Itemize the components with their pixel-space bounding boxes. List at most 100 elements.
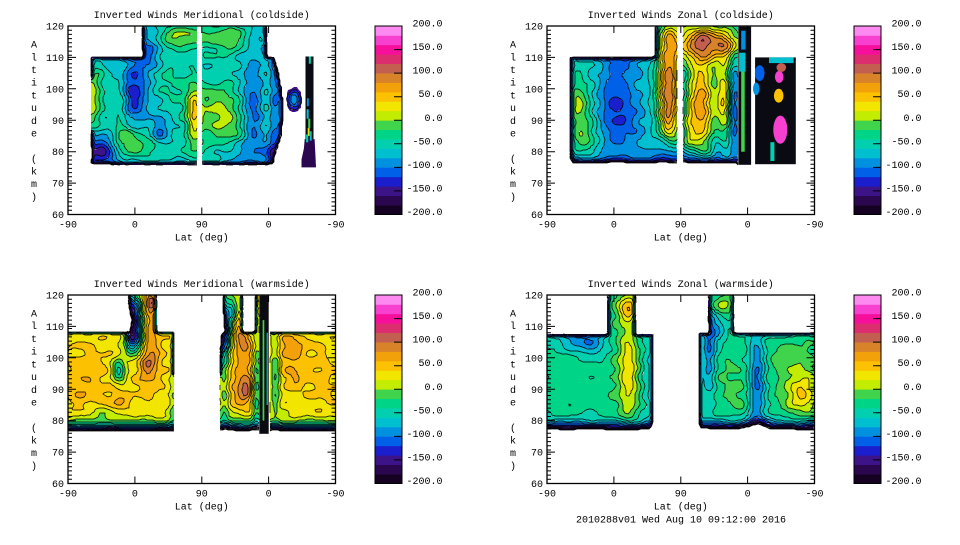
svg-text:90: 90: [675, 221, 687, 232]
svg-text:Lat (deg): Lat (deg): [175, 502, 229, 514]
svg-text:-50.0: -50.0: [891, 137, 921, 148]
svg-text:k: k: [31, 167, 37, 179]
svg-text:-90: -90: [805, 490, 823, 501]
svg-text:-90: -90: [59, 490, 77, 501]
svg-text:-100.0: -100.0: [406, 430, 442, 441]
svg-text:200.0: 200.0: [891, 289, 921, 300]
svg-text:k: k: [31, 436, 37, 448]
svg-text:120: 120: [525, 23, 543, 34]
svg-text:): ): [31, 192, 37, 204]
svg-text:t: t: [31, 91, 37, 102]
svg-text:m: m: [31, 449, 37, 460]
svg-text:50.0: 50.0: [418, 90, 442, 101]
svg-text:A: A: [510, 41, 516, 52]
svg-text:A: A: [31, 310, 37, 321]
svg-text:-100.0: -100.0: [885, 161, 921, 172]
svg-text:110: 110: [525, 323, 543, 334]
svg-text:80: 80: [531, 148, 543, 159]
svg-text:k: k: [510, 436, 516, 448]
svg-text:200.0: 200.0: [891, 20, 921, 31]
svg-text:-90: -90: [538, 490, 556, 501]
svg-text:0: 0: [132, 221, 138, 232]
svg-text:i: i: [31, 347, 37, 359]
svg-text:80: 80: [52, 417, 64, 428]
svg-text:d: d: [31, 385, 37, 397]
svg-text:A: A: [31, 41, 37, 52]
svg-text:50.0: 50.0: [897, 359, 921, 370]
svg-text:Inverted Winds Meridional (war: Inverted Winds Meridional (warmside): [94, 279, 310, 291]
svg-text:90: 90: [196, 490, 208, 501]
svg-text:l: l: [31, 52, 37, 64]
svg-text:(: (: [510, 154, 516, 166]
svg-text:100: 100: [46, 354, 64, 365]
svg-text:100.0: 100.0: [412, 67, 442, 78]
svg-text:0.0: 0.0: [903, 383, 921, 394]
svg-text:2010288v01 Wed Aug 10 09:12:00: 2010288v01 Wed Aug 10 09:12:00 2016: [576, 515, 786, 527]
svg-text:t: t: [31, 66, 37, 77]
svg-text:t: t: [510, 91, 516, 102]
svg-text:u: u: [31, 104, 37, 115]
svg-text:-90: -90: [805, 221, 823, 232]
svg-text:110: 110: [525, 54, 543, 65]
svg-text:m: m: [31, 180, 37, 191]
svg-text:-90: -90: [538, 221, 556, 232]
svg-text:-150.0: -150.0: [885, 453, 921, 464]
svg-text:t: t: [31, 360, 37, 371]
svg-text:150.0: 150.0: [891, 312, 921, 323]
svg-text:70: 70: [52, 180, 64, 191]
svg-text:): ): [510, 192, 516, 204]
svg-text:90: 90: [52, 386, 64, 397]
svg-text:90: 90: [196, 221, 208, 232]
svg-text:90: 90: [531, 386, 543, 397]
svg-text:60: 60: [531, 480, 543, 491]
svg-text:i: i: [510, 347, 516, 359]
svg-text:e: e: [31, 129, 37, 140]
svg-text:u: u: [510, 373, 516, 384]
svg-text:100: 100: [525, 85, 543, 96]
svg-text:m: m: [510, 449, 516, 460]
svg-text:-90: -90: [59, 221, 77, 232]
svg-text:150.0: 150.0: [891, 43, 921, 54]
svg-text:100: 100: [525, 354, 543, 365]
svg-text:t: t: [510, 360, 516, 371]
svg-text:(: (: [510, 423, 516, 435]
svg-text:0.0: 0.0: [424, 383, 442, 394]
svg-text:120: 120: [46, 292, 64, 303]
svg-text:-50.0: -50.0: [891, 406, 921, 417]
svg-text:90: 90: [675, 490, 687, 501]
svg-text:60: 60: [52, 480, 64, 491]
svg-text:Inverted Winds Meridional (col: Inverted Winds Meridional (coldside): [94, 10, 310, 22]
svg-text:110: 110: [46, 323, 64, 334]
svg-text:d: d: [510, 116, 516, 128]
svg-text:e: e: [31, 398, 37, 409]
svg-text:Inverted Winds Zonal (warmside: Inverted Winds Zonal (warmside): [588, 279, 774, 291]
svg-text:120: 120: [46, 23, 64, 34]
svg-text:0: 0: [611, 490, 617, 501]
svg-text:-200.0: -200.0: [885, 477, 921, 488]
svg-text:Lat (deg): Lat (deg): [654, 502, 708, 514]
svg-text:0.0: 0.0: [424, 114, 442, 125]
svg-text:0: 0: [745, 221, 751, 232]
svg-text:m: m: [510, 180, 516, 191]
svg-text:70: 70: [531, 180, 543, 191]
svg-text:t: t: [31, 335, 37, 346]
svg-text:(: (: [31, 154, 37, 166]
svg-text:110: 110: [46, 54, 64, 65]
svg-text:0: 0: [266, 221, 272, 232]
svg-text:200.0: 200.0: [412, 289, 442, 300]
svg-text:t: t: [510, 335, 516, 346]
svg-text:90: 90: [531, 117, 543, 128]
svg-text:0.0: 0.0: [903, 114, 921, 125]
svg-text:l: l: [31, 321, 37, 333]
svg-text:-200.0: -200.0: [406, 477, 442, 488]
svg-text:d: d: [31, 116, 37, 128]
svg-text:): ): [31, 461, 37, 473]
svg-text:l: l: [510, 52, 516, 64]
svg-text:50.0: 50.0: [418, 359, 442, 370]
svg-text:100.0: 100.0: [891, 67, 921, 78]
svg-text:Lat (deg): Lat (deg): [175, 233, 229, 245]
svg-text:-50.0: -50.0: [412, 137, 442, 148]
svg-text:-200.0: -200.0: [885, 208, 921, 219]
svg-text:0: 0: [611, 221, 617, 232]
svg-text:70: 70: [531, 449, 543, 460]
